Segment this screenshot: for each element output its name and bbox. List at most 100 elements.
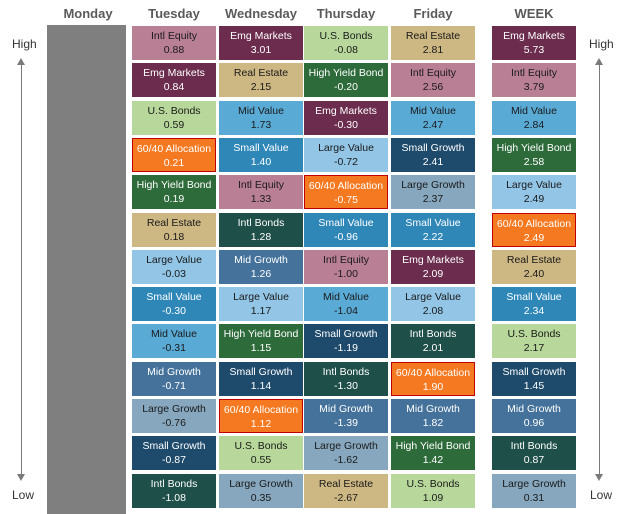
cell-friday-mid-growth: Mid Growth 1.82 — [391, 399, 475, 433]
cell-friday-high-yield-bond: High Yield Bond 1.42 — [391, 436, 475, 470]
cell-tuesday-small-growth: Small Growth -0.87 — [132, 436, 216, 470]
cell-value: 0.59 — [163, 119, 185, 131]
cell-label: Emg Markets — [230, 30, 292, 42]
cell-value: 1.26 — [250, 268, 272, 280]
cell-value: 0.88 — [163, 44, 185, 56]
cell-label: Mid Value — [511, 105, 557, 117]
cell-friday-intl-bonds: Intl Bonds 2.01 — [391, 324, 475, 358]
cell-wednesday-60-40-allocation: 60/40 Allocation 1.12 — [219, 399, 303, 433]
cell-label: U.S. Bonds — [406, 478, 460, 490]
cell-wednesday-large-value: Large Value 1.17 — [219, 287, 303, 321]
cell-label: Real Estate — [146, 217, 202, 229]
cell-label: High Yield Bond — [223, 328, 299, 340]
cell-wednesday-high-yield-bond: High Yield Bond 1.15 — [219, 324, 303, 358]
cell-value: 1.45 — [523, 380, 545, 392]
cell-value: -1.00 — [334, 268, 358, 280]
cell-wednesday-intl-equity: Intl Equity 1.33 — [219, 175, 303, 209]
cell-value: 2.37 — [422, 193, 444, 205]
cell-label: Small Growth — [502, 366, 566, 378]
cell-label: Large Value — [405, 291, 461, 303]
cell-friday-large-value: Large Value 2.08 — [391, 287, 475, 321]
cell-week-mid-value: Mid Value 2.84 — [492, 101, 576, 135]
rank-arrow-right — [599, 64, 600, 476]
cell-value: 0.19 — [163, 193, 185, 205]
cell-tuesday-mid-value: Mid Value -0.31 — [132, 324, 216, 358]
cell-value: -0.31 — [162, 342, 186, 354]
cell-value: 2.49 — [523, 193, 545, 205]
cell-wednesday-u-s-bonds: U.S. Bonds 0.55 — [219, 436, 303, 470]
cell-value: -0.76 — [162, 417, 186, 429]
cell-label: Emg Markets — [143, 67, 205, 79]
cell-value: -1.62 — [334, 454, 358, 466]
cell-value: 3.01 — [250, 44, 272, 56]
cell-value: -0.03 — [162, 268, 186, 280]
cell-value: -0.87 — [162, 454, 186, 466]
cell-week-high-yield-bond: High Yield Bond 2.58 — [492, 138, 576, 172]
cell-week-real-estate: Real Estate 2.40 — [492, 250, 576, 284]
cell-label: 60/40 Allocation — [496, 218, 572, 230]
cell-label: Real Estate — [318, 478, 374, 490]
cell-value: 2.22 — [422, 231, 444, 243]
cell-value: 2.17 — [523, 342, 545, 354]
cell-label: Intl Bonds — [237, 217, 285, 229]
cell-friday-real-estate: Real Estate 2.81 — [391, 26, 475, 60]
header-monday: Monday — [63, 6, 113, 21]
cell-value: 2.41 — [422, 156, 444, 168]
cell-value: 1.33 — [250, 193, 272, 205]
high-label-right: High — [589, 37, 614, 51]
cell-value: 1.17 — [250, 305, 272, 317]
cell-value: 0.31 — [523, 492, 545, 504]
cell-value: 0.84 — [163, 81, 185, 93]
cell-value: 0.96 — [523, 417, 545, 429]
cell-tuesday-mid-growth: Mid Growth -0.71 — [132, 362, 216, 396]
cell-week-u-s-bonds: U.S. Bonds 2.17 — [492, 324, 576, 358]
cell-value: 2.34 — [523, 305, 545, 317]
cell-value: 1.15 — [250, 342, 272, 354]
cell-friday-emg-markets: Emg Markets 2.09 — [391, 250, 475, 284]
cell-label: Intl Bonds — [150, 478, 198, 490]
cell-label: Small Growth — [229, 366, 293, 378]
arrow-up-left-icon — [17, 58, 25, 65]
cell-label: Mid Growth — [147, 366, 201, 378]
cell-label: Small Value — [506, 291, 562, 303]
cell-wednesday-mid-growth: Mid Growth 1.26 — [219, 250, 303, 284]
cell-label: Intl Equity — [237, 179, 285, 191]
cell-value: 1.73 — [250, 119, 272, 131]
cell-wednesday-real-estate: Real Estate 2.15 — [219, 63, 303, 97]
cell-label: Large Value — [146, 254, 202, 266]
cell-label: U.S. Bonds — [234, 440, 288, 452]
cell-week-intl-bonds: Intl Bonds 0.87 — [492, 436, 576, 470]
cell-thursday-u-s-bonds: U.S. Bonds -0.08 — [304, 26, 388, 60]
cell-tuesday-large-growth: Large Growth -0.76 — [132, 399, 216, 433]
monday-column — [47, 25, 126, 514]
cell-value: 0.18 — [163, 231, 185, 243]
cell-label: Intl Equity — [510, 67, 558, 79]
cell-wednesday-small-growth: Small Growth 1.14 — [219, 362, 303, 396]
cell-value: 3.79 — [523, 81, 545, 93]
cell-value: 1.28 — [250, 231, 272, 243]
cell-wednesday-emg-markets: Emg Markets 3.01 — [219, 26, 303, 60]
cell-wednesday-mid-value: Mid Value 1.73 — [219, 101, 303, 135]
cell-value: 2.40 — [523, 268, 545, 280]
cell-label: Real Estate — [405, 30, 461, 42]
cell-week-emg-markets: Emg Markets 5.73 — [492, 26, 576, 60]
cell-value: 0.87 — [523, 454, 545, 466]
cell-value: -1.08 — [162, 492, 186, 504]
cell-value: 0.35 — [250, 492, 272, 504]
header-thursday: Thursday — [316, 6, 376, 21]
cell-label: Intl Bonds — [322, 366, 370, 378]
cell-label: High Yield Bond — [136, 179, 212, 191]
cell-label: Small Growth — [314, 328, 378, 340]
cell-label: 60/40 Allocation — [395, 367, 471, 379]
arrow-down-right-icon — [595, 474, 603, 481]
cell-value: 1.90 — [422, 381, 444, 393]
cell-label: Emg Markets — [402, 254, 464, 266]
cell-label: Small Growth — [401, 142, 465, 154]
cell-label: Emg Markets — [315, 105, 377, 117]
cell-label: Intl Bonds — [510, 440, 558, 452]
cell-label: Mid Value — [410, 105, 456, 117]
cell-label: Large Growth — [401, 179, 465, 191]
cell-label: High Yield Bond — [395, 440, 471, 452]
cell-label: Large Value — [506, 179, 562, 191]
cell-value: 2.15 — [250, 81, 272, 93]
